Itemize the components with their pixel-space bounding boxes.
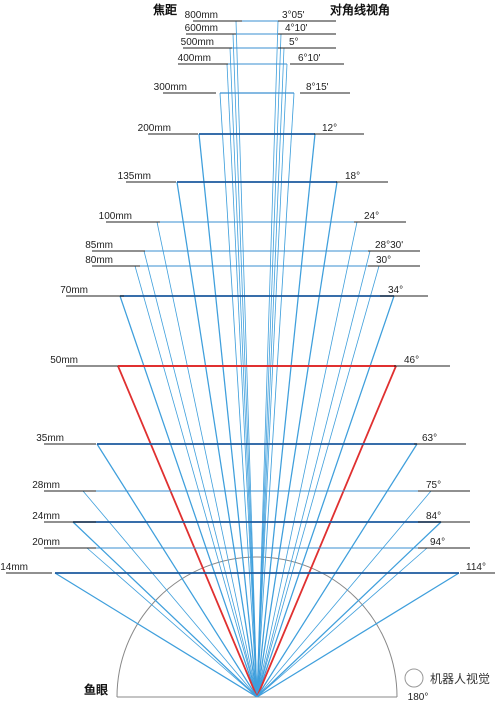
watermark: 机器人视觉 [404, 668, 490, 688]
fan-line-28mm-right [256, 490, 432, 698]
angle-label-35mm: 63° [422, 433, 437, 444]
angle-label-50mm: 46° [404, 355, 419, 366]
angle-label-80mm: 30° [376, 255, 391, 266]
fan-line-500mm-left [229, 47, 258, 698]
diagonal-angle-title: 对角线视角 [330, 2, 390, 17]
fisheye-arc-layer [116, 556, 398, 698]
fan-line-80mm-left [134, 265, 258, 698]
fan-line-400mm-left [226, 63, 258, 698]
focal-length-title: 焦距 [152, 2, 177, 17]
fan-line-400mm-right [256, 63, 288, 698]
focal-label-400mm: 400mm [178, 53, 211, 64]
focal-label-100mm: 100mm [99, 211, 132, 222]
fan-line-100mm-right [256, 221, 358, 698]
fisheye-semicircle [116, 556, 398, 698]
fan-line-135mm-left [176, 181, 258, 698]
angle-label-24mm: 84° [426, 511, 441, 522]
fan-line-135mm-right [256, 181, 338, 698]
fisheye-label: 鱼眼 [84, 682, 108, 697]
fan-line-14mm-left [54, 572, 258, 698]
focal-label-20mm: 20mm [32, 537, 60, 548]
focal-label-14mm: 14mm [0, 562, 28, 573]
fan-line-300mm-left [219, 92, 258, 698]
angle-label-500mm: 5° [289, 37, 299, 48]
fan-line-28mm-left [82, 490, 258, 698]
fisheye-angle-label: 180° [408, 692, 429, 703]
fan-line-300mm-right [256, 92, 295, 698]
watermark-text: 机器人视觉 [430, 671, 490, 686]
angle-label-70mm: 34° [388, 285, 403, 296]
angle-label-135mm: 18° [345, 171, 360, 182]
watermark-icon [404, 668, 424, 688]
focal-label-28mm: 28mm [32, 480, 60, 491]
frame-lines-layer [55, 20, 459, 574]
focal-label-300mm: 300mm [154, 82, 187, 93]
fan-line-24mm-left [72, 521, 258, 698]
fan-line-80mm-right [256, 265, 380, 698]
fan-line-70mm-left [119, 295, 258, 698]
focal-label-600mm: 600mm [185, 23, 218, 34]
focal-label-35mm: 35mm [36, 433, 64, 444]
angle-label-200mm: 12° [322, 123, 337, 134]
focal-label-800mm: 800mm [185, 10, 218, 21]
angle-label-800mm: 3°05' [282, 10, 305, 21]
fan-line-200mm-left [198, 133, 258, 698]
focal-label-80mm: 80mm [85, 255, 113, 266]
fan-line-35mm-left [96, 443, 258, 698]
fan-line-85mm-left [143, 250, 258, 698]
focal-label-50mm: 50mm [50, 355, 78, 366]
angle-label-14mm: 114° [466, 562, 486, 573]
focal-label-24mm: 24mm [32, 511, 60, 522]
focal-label-85mm: 85mm [85, 240, 113, 251]
fan-line-70mm-right [256, 295, 395, 698]
focal-label-70mm: 70mm [60, 285, 88, 296]
fan-line-24mm-right [256, 521, 442, 698]
focal-label-500mm: 500mm [181, 37, 214, 48]
fan-line-50mm-left [117, 365, 258, 698]
focal-label-200mm: 200mm [138, 123, 171, 134]
fan-line-100mm-left [156, 221, 258, 698]
fan-line-200mm-right [256, 133, 316, 698]
angle-label-100mm: 24° [364, 211, 379, 222]
fan-line-14mm-right [256, 572, 460, 698]
focal-label-135mm: 135mm [118, 171, 151, 182]
angle-label-600mm: 4°10' [285, 23, 308, 34]
angle-label-85mm: 28°30' [375, 240, 403, 251]
angle-label-300mm: 8°15' [306, 82, 329, 93]
angle-label-400mm: 6°10' [298, 53, 321, 64]
fan-line-500mm-right [256, 47, 285, 698]
fan-lines-layer [54, 20, 460, 698]
fan-line-50mm-right [256, 365, 397, 698]
labels-layer: 800mm 3°05' 600mm 4°10' 500mm 5° 400mm 6°10' 300… [0, 10, 495, 574]
angle-label-28mm: 75° [426, 480, 441, 491]
angle-label-20mm: 94° [430, 537, 445, 548]
fan-line-85mm-right [256, 250, 371, 698]
fan-line-35mm-right [256, 443, 418, 698]
